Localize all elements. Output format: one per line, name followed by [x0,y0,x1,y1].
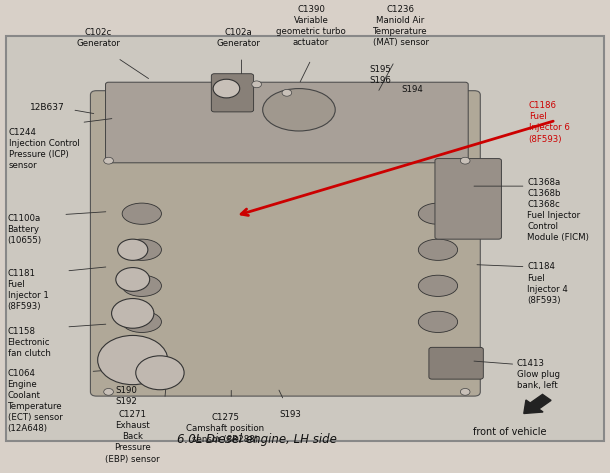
Ellipse shape [418,239,458,260]
Text: S193: S193 [279,410,301,419]
Text: 6.0L Diesel engine, LH side: 6.0L Diesel engine, LH side [177,433,337,446]
Circle shape [112,298,154,328]
Circle shape [104,388,113,395]
Text: C1184
Fuel
Injector 4
(8F593): C1184 Fuel Injector 4 (8F593) [528,263,569,305]
Text: S190
S192: S190 S192 [116,386,138,406]
Text: C1390
Variable
geometric turbo
actuator: C1390 Variable geometric turbo actuator [276,5,346,47]
Circle shape [118,239,148,260]
Text: C1368a
C1368b
C1368c
Fuel Injector
Control
Module (FICM): C1368a C1368b C1368c Fuel Injector Contr… [528,178,589,242]
Circle shape [98,335,168,385]
Text: S195
S196: S195 S196 [370,65,392,85]
Ellipse shape [122,311,162,333]
Circle shape [252,81,262,88]
Ellipse shape [122,239,162,260]
Circle shape [213,79,240,98]
Circle shape [282,89,292,96]
Ellipse shape [122,203,162,224]
Text: S194: S194 [401,85,423,94]
Ellipse shape [263,88,336,131]
FancyArrow shape [524,394,551,413]
Ellipse shape [418,275,458,297]
Text: C102c
Generator: C102c Generator [76,28,120,48]
Text: C1413
Glow plug
bank, left: C1413 Glow plug bank, left [517,359,559,390]
Ellipse shape [418,203,458,224]
Ellipse shape [122,275,162,297]
Text: C1100a
Battery
(10655): C1100a Battery (10655) [7,214,41,245]
FancyBboxPatch shape [90,91,480,396]
FancyBboxPatch shape [435,158,501,239]
Circle shape [461,158,470,164]
Circle shape [461,388,470,395]
Text: C1275
Camshaft position
sensor (8R288): C1275 Camshaft position sensor (8R288) [186,413,264,444]
Ellipse shape [418,311,458,333]
Circle shape [104,158,113,164]
FancyBboxPatch shape [429,347,483,379]
Text: C1158
Electronic
fan clutch: C1158 Electronic fan clutch [7,327,51,358]
Text: front of vehicle: front of vehicle [473,427,547,437]
Text: 12B637: 12B637 [30,103,65,112]
Text: C1236
Maniold Air
Temperature
(MAT) sensor: C1236 Maniold Air Temperature (MAT) sens… [373,5,428,47]
FancyBboxPatch shape [211,74,254,112]
Circle shape [116,268,149,291]
Text: C1271
Exhaust
Back
Pressure
(EBP) sensor: C1271 Exhaust Back Pressure (EBP) sensor [106,410,160,464]
FancyBboxPatch shape [106,82,468,163]
Text: C1064
Engine
Coolant
Temperature
(ECT) sensor
(12A648): C1064 Engine Coolant Temperature (ECT) s… [7,368,62,433]
Text: C1244
Injection Control
Pressure (ICP)
sensor: C1244 Injection Control Pressure (ICP) s… [9,128,79,170]
Circle shape [136,356,184,390]
Text: C102a
Generator: C102a Generator [217,28,260,48]
Text: C1181
Fuel
Injector 1
(8F593): C1181 Fuel Injector 1 (8F593) [7,269,48,311]
Text: C1186
Fuel
Injector 6
(8F593): C1186 Fuel Injector 6 (8F593) [529,101,570,144]
